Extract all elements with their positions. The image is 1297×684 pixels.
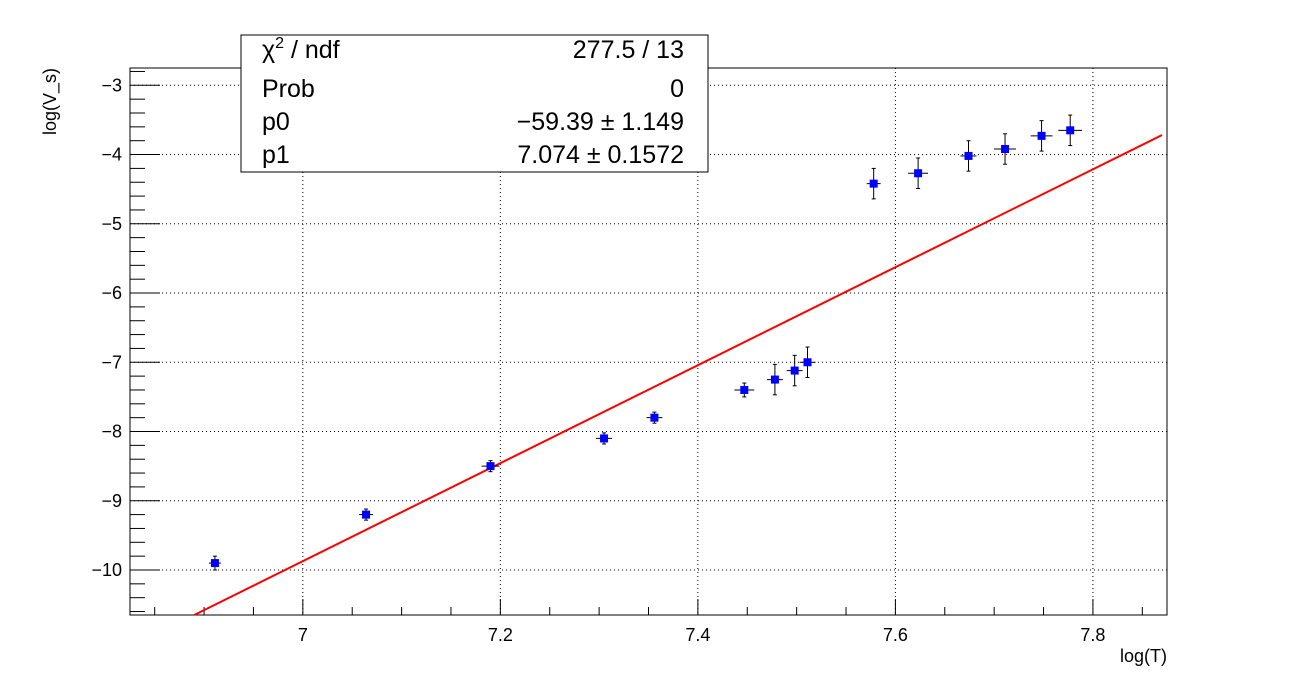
fit-line <box>193 134 1163 616</box>
x-tick-label: 7.8 <box>1080 625 1105 645</box>
data-points <box>208 114 1083 571</box>
tick-labels: 7 7.2 7.4 7.6 7.8 −3 −4 −5 −6 −7 −8 −9 −10 <box>91 75 1105 645</box>
y-tick-label: −3 <box>101 75 122 95</box>
data-point <box>1030 120 1053 152</box>
stats-rows: χ2 / ndf 277.5 / 13 Prob 0 p0 −59.39 ± 1.149 p… <box>262 35 684 169</box>
point-marker <box>600 434 609 443</box>
data-point <box>646 411 663 424</box>
data-point <box>908 157 929 189</box>
y-tick-label: −5 <box>101 214 122 234</box>
point-marker <box>803 358 812 367</box>
x-tick-label: 7.2 <box>488 625 513 645</box>
y-tick-label: −8 <box>101 422 122 442</box>
data-point <box>481 460 500 473</box>
y-axis-title: log(V_s) <box>40 68 61 135</box>
y-tick-label: −4 <box>101 145 122 165</box>
data-point <box>766 363 783 396</box>
fit-layer <box>193 134 1163 616</box>
x-tick-label: 7.4 <box>685 625 710 645</box>
y-tick-label: −6 <box>101 283 122 303</box>
data-point <box>786 354 803 387</box>
y-tick-label: −9 <box>101 491 122 511</box>
stats-value: 277.5 / 13 <box>573 36 684 64</box>
stats-value: 7.074 ± 0.1572 <box>517 141 684 169</box>
data-point <box>994 133 1016 165</box>
y-tick-label: −10 <box>91 560 122 580</box>
axis-ticks <box>130 70 1143 615</box>
point-marker <box>964 151 973 160</box>
point-marker <box>914 169 923 178</box>
point-marker <box>869 179 878 188</box>
x-tick-label: 7 <box>298 625 308 645</box>
y-tick-label: −7 <box>101 352 122 372</box>
point-marker <box>740 385 749 394</box>
point-marker <box>1066 126 1075 135</box>
point-marker <box>1037 131 1046 140</box>
point-marker <box>486 462 495 471</box>
data-point <box>866 167 881 200</box>
stats-label: p1 <box>262 141 290 169</box>
data-point <box>208 555 221 571</box>
data-point <box>799 346 816 379</box>
point-marker <box>210 559 219 568</box>
stats-value: 0 <box>670 75 684 103</box>
point-marker <box>650 413 659 422</box>
data-point <box>734 382 755 398</box>
point-marker <box>770 375 779 384</box>
data-point <box>960 140 977 172</box>
x-tick-label: 7.6 <box>883 625 908 645</box>
point-marker <box>790 366 799 375</box>
point-marker <box>362 510 371 519</box>
stats-label: Prob <box>262 75 315 103</box>
data-point <box>1058 114 1083 147</box>
stats-label: χ2 / ndf <box>262 35 340 64</box>
point-marker <box>1001 145 1010 154</box>
data-point <box>359 508 374 521</box>
stats-value: −59.39 ± 1.149 <box>517 108 684 136</box>
data-point <box>596 432 613 445</box>
x-axis-title: log(T) <box>1120 646 1167 666</box>
stats-label: p0 <box>262 108 290 136</box>
stats-box: χ2 / ndf 277.5 / 13 Prob 0 p0 −59.39 ± 1.149 p… <box>240 34 709 173</box>
stats-box-frame <box>240 34 709 173</box>
